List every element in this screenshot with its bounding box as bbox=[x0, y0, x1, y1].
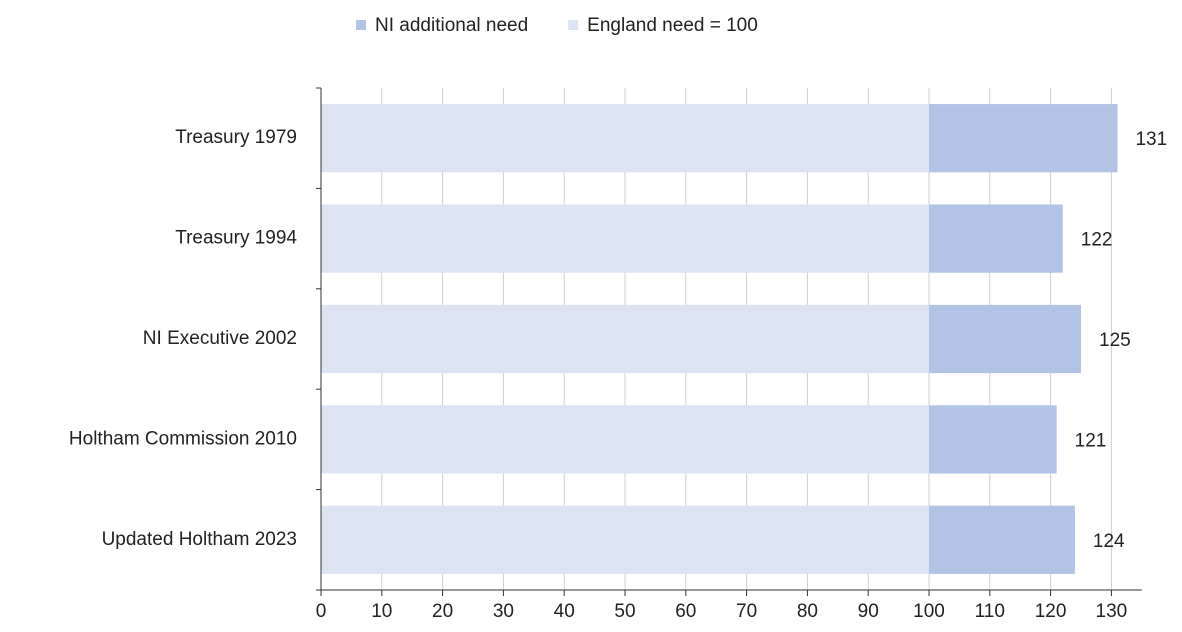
y-tick-label: Treasury 1979 bbox=[175, 127, 297, 148]
x-tick-label: 60 bbox=[675, 601, 696, 622]
bar bbox=[929, 304, 1081, 374]
x-tick-label: 40 bbox=[554, 601, 575, 622]
x-tick-label: 90 bbox=[858, 601, 879, 622]
bar bbox=[929, 505, 1075, 574]
x-tick-label: 70 bbox=[736, 601, 757, 622]
x-tick-label: 120 bbox=[1035, 601, 1067, 622]
x-tick-label: 80 bbox=[797, 601, 818, 622]
x-tick-label: 30 bbox=[493, 601, 514, 622]
legend-label: England need = 100 bbox=[587, 15, 758, 36]
x-tick-label: 10 bbox=[371, 601, 392, 622]
x-tick-label: 110 bbox=[975, 601, 1005, 622]
x-tick-label: 0 bbox=[316, 601, 327, 622]
legend-swatch bbox=[568, 20, 579, 30]
y-tick-label: Holtham Commission 2010 bbox=[69, 428, 297, 449]
bar bbox=[929, 405, 1057, 474]
y-tick-label: NI Executive 2002 bbox=[143, 328, 297, 349]
y-tick-label: Updated Holtham 2023 bbox=[102, 529, 297, 550]
total-label: 124 bbox=[1093, 531, 1125, 552]
legend-swatch bbox=[356, 20, 366, 30]
x-tick-label: 20 bbox=[432, 601, 453, 622]
total-label: 125 bbox=[1099, 330, 1131, 351]
bar bbox=[321, 405, 929, 474]
bar bbox=[929, 204, 1063, 273]
bar bbox=[321, 304, 929, 374]
bar bbox=[321, 204, 929, 273]
total-label: 121 bbox=[1075, 430, 1107, 451]
total-label: 131 bbox=[1135, 129, 1167, 150]
legend-label: NI additional need bbox=[375, 15, 528, 36]
bar bbox=[929, 104, 1118, 173]
x-tick-label: 100 bbox=[913, 601, 945, 622]
y-tick-label: Treasury 1994 bbox=[175, 228, 297, 249]
bar bbox=[321, 104, 929, 173]
total-label: 122 bbox=[1081, 230, 1113, 251]
x-tick-label: 130 bbox=[1096, 601, 1128, 622]
bar bbox=[321, 505, 929, 574]
x-tick-label: 50 bbox=[614, 601, 635, 622]
